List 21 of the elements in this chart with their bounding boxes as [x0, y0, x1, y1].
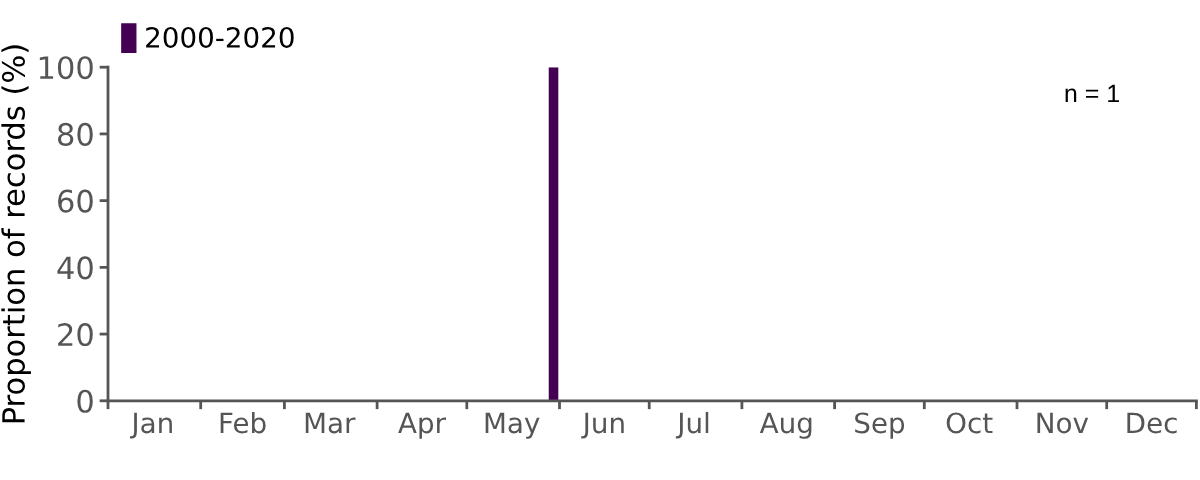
y-tick-label: 0	[77, 389, 93, 413]
x-tick-label: Nov	[1037, 412, 1089, 434]
x-tick-label: Jul	[675, 411, 709, 439]
x-tick-label: Oct	[946, 412, 993, 434]
annotation: n = 1	[1065, 84, 1119, 102]
x-tick-label: Sep	[855, 412, 905, 439]
y-tick-label: 60	[58, 189, 93, 213]
legend-label: 2000-2020	[146, 26, 294, 48]
x-tick-label: Dec	[1127, 412, 1177, 434]
y-axis-title: Proportion of records (%)	[1, 45, 31, 423]
x-tick-label: Jan	[130, 412, 172, 439]
x-tick-label: May	[485, 412, 540, 439]
y-tick-label: 100	[39, 56, 93, 80]
y-tick-label: 40	[57, 256, 93, 280]
y-tick-label: 20	[58, 323, 93, 347]
x-tick-label: Apr	[398, 412, 446, 439]
y-tick-label: 80	[58, 122, 93, 146]
x-tick-label: Mar	[305, 412, 356, 434]
x-tick-label: Aug	[759, 412, 812, 439]
x-tick-label: Feb	[220, 411, 266, 434]
x-tick-label: Jun	[581, 412, 624, 439]
